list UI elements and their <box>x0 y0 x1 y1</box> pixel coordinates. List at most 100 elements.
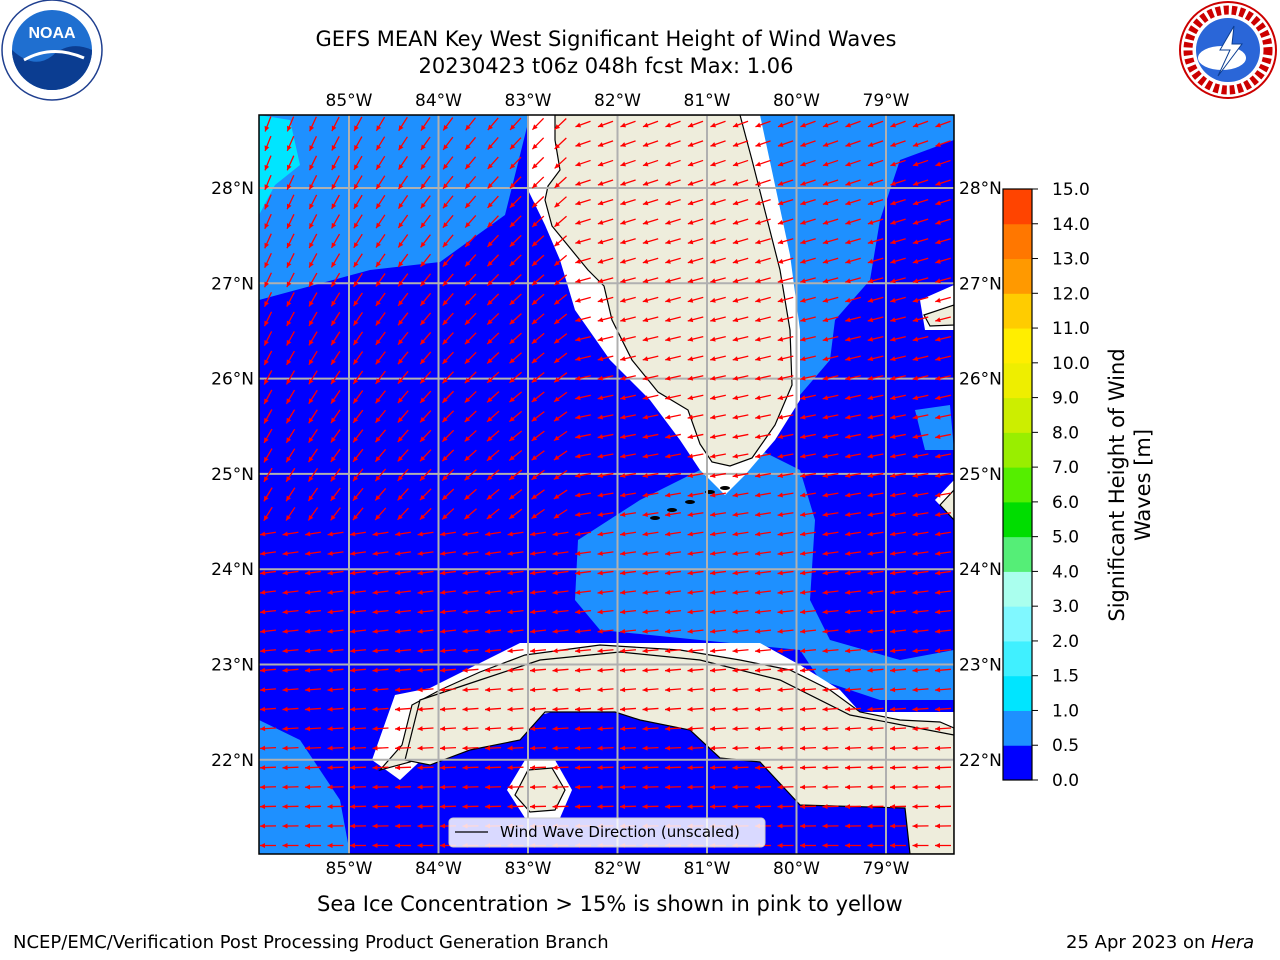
wave-direction-arrow <box>642 296 659 303</box>
wave-direction-arrow <box>620 159 636 167</box>
wave-direction-arrow <box>844 609 862 615</box>
colorbar-tick-label: 6.0 <box>1052 493 1079 513</box>
colorbar-tick-label: 5.0 <box>1052 528 1079 548</box>
wave-direction-arrow <box>754 550 772 556</box>
wave-direction-arrow <box>394 589 412 595</box>
wave-direction-arrow <box>620 355 636 362</box>
wave-direction-arrow <box>259 706 277 712</box>
wave-direction-arrow <box>642 589 659 595</box>
field-patch-straits <box>575 450 954 700</box>
wave-direction-arrow <box>304 609 322 615</box>
wave-direction-arrow <box>507 531 524 537</box>
wave-direction-arrow <box>282 531 299 537</box>
wave-direction-arrow <box>889 550 907 556</box>
wave-direction-arrow <box>619 628 637 634</box>
wave-direction-arrow <box>664 550 682 556</box>
wave-direction-arrow <box>935 238 951 245</box>
wave-direction-arrow <box>710 179 726 186</box>
keys-islet-1 <box>650 516 660 520</box>
wave-direction-arrow <box>665 277 681 284</box>
wave-direction-arrow <box>417 823 434 829</box>
wave-direction-arrow <box>397 410 409 423</box>
wave-direction-arrow <box>709 628 727 634</box>
wave-direction-arrow <box>484 628 502 634</box>
wave-direction-arrow <box>304 667 322 673</box>
lon-label-bottom: 83°W <box>505 859 552 879</box>
wave-direction-arrow <box>308 409 318 424</box>
wave-direction-arrow <box>597 257 614 264</box>
wave-direction-arrow <box>486 293 500 306</box>
wave-direction-arrow <box>912 296 929 303</box>
wave-direction-arrow <box>755 198 771 206</box>
wave-direction-arrow <box>486 352 500 364</box>
wave-direction-arrow <box>754 784 772 790</box>
wave-direction-arrow <box>822 648 839 654</box>
wave-direction-arrow <box>529 628 547 634</box>
wave-direction-arrow <box>777 296 794 303</box>
wave-direction-arrow <box>777 394 794 401</box>
wave-direction-arrow <box>710 238 726 245</box>
wave-direction-arrow <box>487 156 499 170</box>
wave-direction-arrow <box>394 765 412 771</box>
wave-direction-arrow <box>507 550 524 556</box>
wave-direction-arrow <box>822 512 839 517</box>
wave-direction-arrow <box>844 667 862 673</box>
wave-direction-arrow <box>397 175 409 190</box>
wave-direction-arrow <box>441 488 455 501</box>
wave-direction-arrow <box>464 332 477 345</box>
wave-direction-arrow <box>597 472 614 478</box>
wave-direction-arrow <box>687 394 704 401</box>
wave-direction-arrow <box>420 156 431 170</box>
wave-direction-arrow <box>777 512 794 517</box>
wave-direction-arrow <box>420 195 431 209</box>
wave-direction-arrow <box>845 218 861 225</box>
colorbar-segment <box>1003 432 1032 468</box>
wave-direction-arrow <box>597 355 614 362</box>
wave-direction-arrow <box>732 394 749 401</box>
wave-direction-arrow <box>777 745 794 751</box>
wave-direction-arrow <box>375 390 386 404</box>
wave-direction-arrow <box>554 137 567 150</box>
wave-direction-arrow <box>353 175 363 190</box>
wave-direction-arrow <box>264 194 272 210</box>
wave-direction-arrow <box>259 609 277 615</box>
wave-direction-arrow <box>687 179 704 186</box>
wave-direction-arrow <box>709 784 727 790</box>
wave-direction-arrow <box>352 351 364 365</box>
wave-direction-arrow <box>642 277 659 284</box>
wave-direction-arrow <box>597 570 614 576</box>
wave-direction-arrow <box>709 648 727 654</box>
wave-direction-arrow <box>822 433 839 440</box>
wave-direction-arrow <box>665 257 681 264</box>
wave-direction-arrow <box>642 706 659 712</box>
wave-direction-arrow <box>531 430 545 442</box>
wave-direction-arrow <box>732 453 749 459</box>
wave-direction-arrow <box>419 488 432 501</box>
wave-direction-arrow <box>664 570 682 576</box>
colorbar-segment <box>1003 745 1032 781</box>
wave-direction-arrow <box>935 277 951 284</box>
wave-direction-arrow <box>867 355 884 362</box>
colorbar-tick-label: 12.0 <box>1052 284 1090 304</box>
wave-direction-arrow <box>575 159 591 167</box>
lon-label-top: 84°W <box>415 91 462 111</box>
colorbar-tick-label: 10.0 <box>1052 354 1090 374</box>
wave-direction-arrow <box>867 472 884 478</box>
wave-direction-arrow <box>419 390 432 404</box>
wave-direction-arrow <box>282 667 299 673</box>
colorbar-tick-label: 1.5 <box>1052 667 1079 687</box>
wave-direction-arrow <box>349 804 367 810</box>
wave-direction-arrow <box>642 531 659 537</box>
wave-direction-arrow <box>464 273 477 287</box>
wave-direction-arrow <box>552 531 569 537</box>
wave-direction-arrow <box>889 726 907 732</box>
wave-direction-arrow <box>259 726 277 732</box>
wave-direction-arrow <box>509 156 522 170</box>
wave-direction-arrow <box>912 492 929 498</box>
wave-direction-arrow <box>687 706 704 712</box>
wave-direction-arrow <box>531 332 545 345</box>
wave-direction-arrow <box>507 667 524 673</box>
wave-direction-arrow <box>912 316 929 323</box>
wave-direction-arrow <box>327 589 344 595</box>
wave-direction-arrow <box>732 218 749 225</box>
